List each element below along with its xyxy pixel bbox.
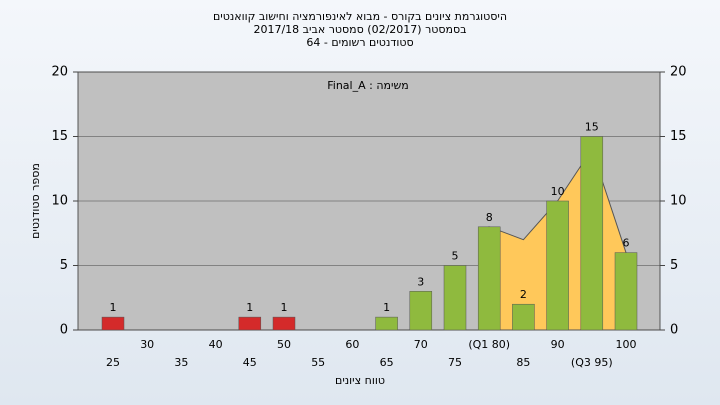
data-label: 10 bbox=[551, 185, 565, 198]
y-tick-label: 0 bbox=[60, 323, 68, 338]
data-label: 1 bbox=[246, 301, 253, 314]
x-tick-label: 60 bbox=[345, 338, 359, 351]
y-tick-label: 5 bbox=[60, 258, 68, 273]
bar bbox=[546, 200, 569, 331]
data-label: 3 bbox=[417, 275, 424, 288]
bar bbox=[409, 291, 433, 331]
chart-subtitle: בסמסטר (02/2017) סמסטר אביב 2017/18 bbox=[253, 23, 466, 36]
y-tick-label: 20 bbox=[51, 65, 68, 80]
y-tick-label: 15 bbox=[51, 129, 68, 144]
data-label: 1 bbox=[383, 301, 390, 314]
bar bbox=[580, 136, 604, 331]
x-tick-label: 35 bbox=[174, 356, 188, 369]
x-tick-label: 75 bbox=[448, 356, 462, 369]
x-axis-title: טווח ציונים bbox=[335, 374, 385, 387]
y-axis-title: מספר סטודנטים bbox=[29, 163, 42, 239]
x-tick-label: 45 bbox=[243, 356, 257, 369]
y2-tick-label: 15 bbox=[670, 129, 687, 144]
x-tick-label: 85 bbox=[516, 356, 530, 369]
data-label: 5 bbox=[452, 250, 459, 263]
chart-subtitle: סטודנטים רשומים - 64 bbox=[306, 36, 413, 49]
x-tick-label: 55 bbox=[311, 356, 325, 369]
data-label: 2 bbox=[520, 288, 527, 301]
bar bbox=[101, 316, 125, 331]
bar bbox=[614, 252, 638, 331]
y2-tick-label: 20 bbox=[670, 65, 687, 80]
x-tick-label: 100 bbox=[616, 338, 637, 351]
bar bbox=[443, 265, 467, 331]
bar bbox=[477, 226, 501, 331]
x-tick-label: 30 bbox=[140, 338, 154, 351]
y2-tick-label: 5 bbox=[670, 258, 678, 273]
x-tick-label: 90 bbox=[551, 338, 565, 351]
annotation: משימה : Final_A bbox=[327, 79, 408, 92]
y2-tick-label: 0 bbox=[670, 323, 678, 338]
data-label: 6 bbox=[623, 237, 630, 250]
bar bbox=[238, 316, 262, 331]
data-label: 15 bbox=[585, 121, 599, 134]
chart-title: היסטוגרמת ציונים בקורס - מבוא לאינפורמצי… bbox=[213, 10, 507, 23]
x-tick-label: (Q3 95) bbox=[571, 356, 613, 369]
y-tick-label: 10 bbox=[51, 194, 68, 209]
y2-tick-label: 10 bbox=[670, 194, 687, 209]
x-tick-label: 50 bbox=[277, 338, 291, 351]
x-tick-label: 70 bbox=[414, 338, 428, 351]
x-tick-label: 25 bbox=[106, 356, 120, 369]
x-tick-label: 40 bbox=[209, 338, 223, 351]
data-label: 8 bbox=[486, 211, 493, 224]
bar bbox=[512, 303, 535, 331]
data-label: 1 bbox=[110, 301, 117, 314]
x-tick-label: 65 bbox=[380, 356, 394, 369]
bar bbox=[375, 316, 398, 331]
x-tick-label: (Q1 80) bbox=[468, 338, 510, 351]
bar bbox=[272, 316, 296, 331]
data-label: 1 bbox=[281, 301, 288, 314]
